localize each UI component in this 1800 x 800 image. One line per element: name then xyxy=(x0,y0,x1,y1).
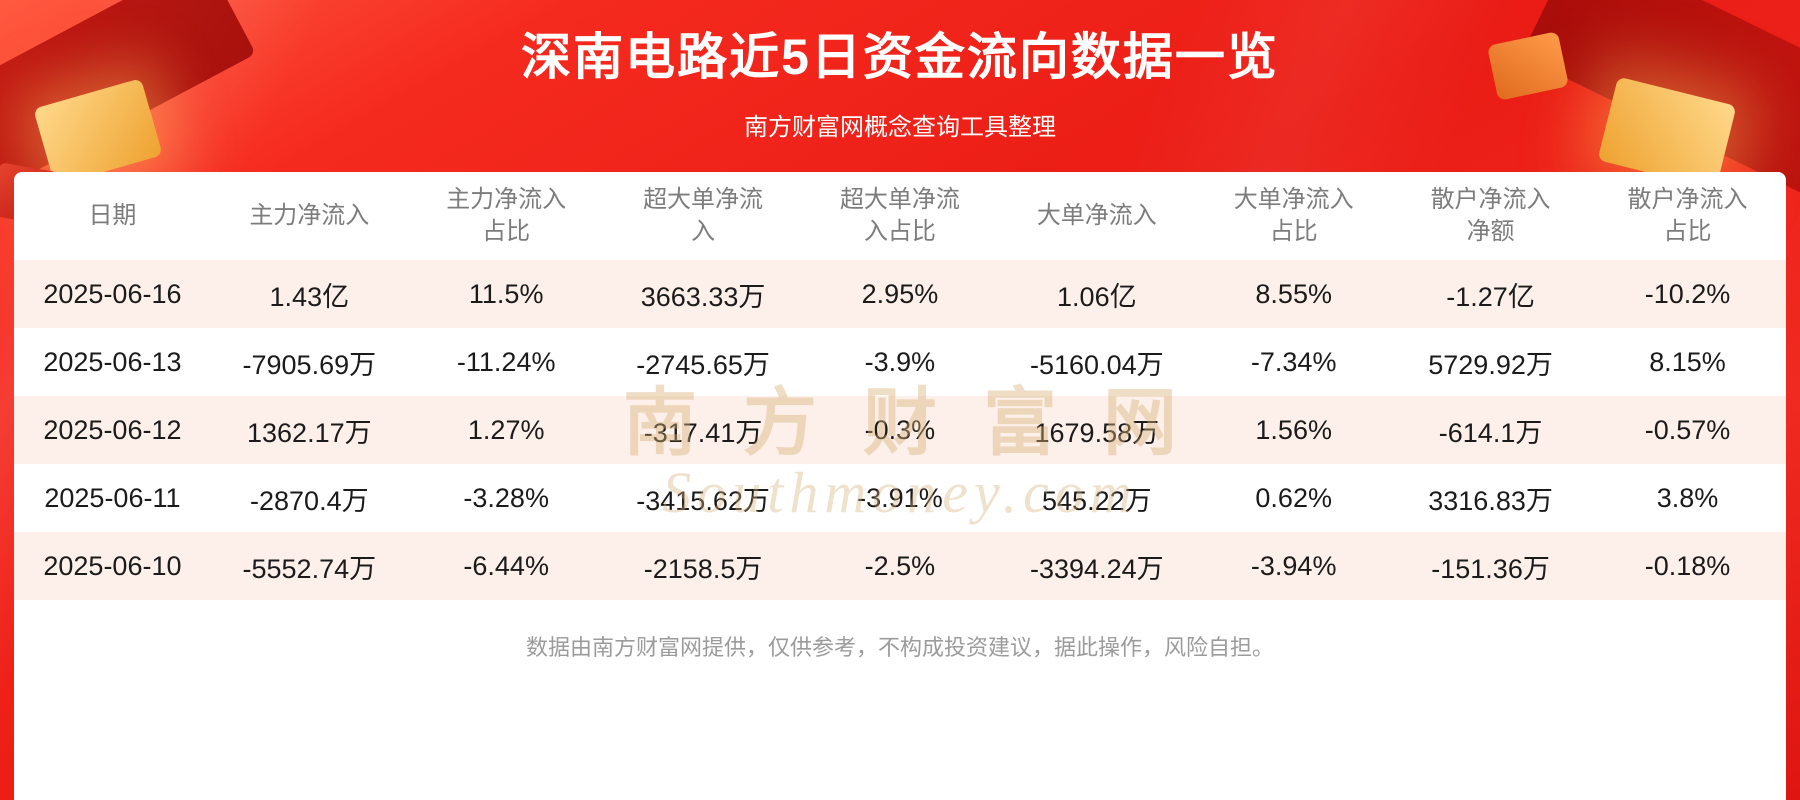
value-cell: -317.41万 xyxy=(643,417,763,448)
column-header: 日期 xyxy=(14,172,211,260)
value-cell: -11.24% xyxy=(456,346,556,377)
value-cell: -3415.62万 xyxy=(636,485,770,516)
column-header-label: 散户净流入占比 xyxy=(1627,185,1748,245)
value-cell: 1.27% xyxy=(467,414,545,445)
column-header-label: 大单净流入 xyxy=(1036,201,1157,229)
value-cell: 3316.83万 xyxy=(1428,485,1553,516)
column-header: 大单净流入占比 xyxy=(1195,172,1392,260)
value-cell: -6.44% xyxy=(463,550,549,581)
date-cell: 2025-06-16 xyxy=(43,278,182,309)
value-cell: -1.27亿 xyxy=(1446,281,1535,312)
column-header-label: 主力净流入 xyxy=(249,201,370,229)
value-cell: 1.43亿 xyxy=(269,281,350,312)
value-cell: 0.62% xyxy=(1255,482,1332,513)
column-header-label: 大单净流入占比 xyxy=(1233,185,1354,245)
value-cell: -10.2% xyxy=(1644,278,1731,309)
column-header-label: 散户净流入净额 xyxy=(1430,185,1551,245)
column-header: 主力净流入占比 xyxy=(408,172,605,260)
date-cell: 2025-06-10 xyxy=(43,550,182,581)
value-cell: 5729.92万 xyxy=(1428,349,1553,380)
value-cell: -3.9% xyxy=(864,346,936,377)
value-cell: -151.36万 xyxy=(1431,553,1550,584)
value-cell: -5552.74万 xyxy=(242,553,377,584)
column-header-label: 超大单净流入占比 xyxy=(839,185,960,245)
table-row: 2025-06-12 1362.17万 1.27% -317.41万 -0.3% 1679… xyxy=(14,396,1786,464)
value-cell: -7.34% xyxy=(1250,346,1337,377)
value-cell: 1.06亿 xyxy=(1057,281,1137,312)
table-row: 2025-06-13 -7905.69万 -11.24% -2745.65万 -3.9%… xyxy=(14,328,1786,396)
value-cell: -0.57% xyxy=(1644,414,1731,445)
table-row: 2025-06-10 -5552.74万 -6.44% -2158.5万 -2.5% -3… xyxy=(14,532,1786,600)
column-header-label: 超大单净流入 xyxy=(643,185,764,245)
value-cell: -2158.5万 xyxy=(643,553,763,584)
value-cell: 3.8% xyxy=(1656,482,1719,513)
date-cell: 2025-06-12 xyxy=(43,414,182,445)
value-cell: -3394.24万 xyxy=(1030,553,1164,584)
column-header: 散户净流入净额 xyxy=(1392,172,1589,260)
table-body: 2025-06-16 1.43亿 11.5% 3663.33万 2.95% 1.06亿 8.… xyxy=(14,260,1786,600)
column-header: 主力净流入 xyxy=(211,172,408,260)
value-cell: -2870.4万 xyxy=(250,485,369,516)
value-cell: -0.18% xyxy=(1644,550,1731,581)
disclaimer-text: 数据由南方财富网提供，仅供参考，不构成投资建议，据此操作，风险自担。 xyxy=(525,635,1274,660)
table-row: 2025-06-11 -2870.4万 -3.28% -3415.62万 -3.91% 5… xyxy=(14,464,1786,532)
value-cell: -2745.65万 xyxy=(636,349,770,380)
column-header-label: 日期 xyxy=(88,201,137,229)
value-cell: 1679.58万 xyxy=(1034,417,1160,448)
value-cell: 545.22万 xyxy=(1042,485,1152,516)
value-cell: -3.28% xyxy=(463,482,549,513)
value-cell: -0.3% xyxy=(864,414,936,445)
table-header-row: 日期 主力净流入 主力净流入占比 超大单净流入 超大单净流入占比 大单净流入 大单净流入占比… xyxy=(14,172,1786,260)
value-cell: -614.1万 xyxy=(1438,417,1543,448)
value-cell: 8.55% xyxy=(1255,278,1332,309)
column-header: 超大单净流入占比 xyxy=(802,172,999,260)
column-header: 超大单净流入 xyxy=(605,172,802,260)
value-cell: -5160.04万 xyxy=(1030,349,1164,380)
value-cell: 1362.17万 xyxy=(247,417,372,448)
value-cell: -7905.69万 xyxy=(242,349,377,380)
value-cell: -3.91% xyxy=(857,482,943,513)
value-cell: 3663.33万 xyxy=(640,281,766,312)
fund-flow-table: 日期 主力净流入 主力净流入占比 超大单净流入 超大单净流入占比 大单净流入 大单净流入占比… xyxy=(14,172,1786,600)
date-cell: 2025-06-11 xyxy=(44,482,181,513)
value-cell: 2.95% xyxy=(861,278,939,309)
value-cell: 11.5% xyxy=(468,278,544,309)
value-cell: -2.5% xyxy=(864,550,936,581)
table-row: 2025-06-16 1.43亿 11.5% 3663.33万 2.95% 1.06亿 8.… xyxy=(14,260,1786,328)
page-title: 深南电路近5日资金流向数据一览 xyxy=(521,29,1279,85)
content-panel: 日期 主力净流入 主力净流入占比 超大单净流入 超大单净流入占比 大单净流入 大单净流入占比… xyxy=(14,172,1786,800)
page-subtitle: 南方财富网概念查询工具整理 xyxy=(744,114,1056,141)
date-cell: 2025-06-13 xyxy=(43,346,182,377)
column-header-label: 主力净流入占比 xyxy=(446,185,567,245)
value-cell: 1.56% xyxy=(1255,414,1332,445)
value-cell: -3.94% xyxy=(1250,550,1337,581)
value-cell: 8.15% xyxy=(1649,346,1726,377)
column-header: 散户净流入占比 xyxy=(1589,172,1786,260)
column-header: 大单净流入 xyxy=(998,172,1195,260)
